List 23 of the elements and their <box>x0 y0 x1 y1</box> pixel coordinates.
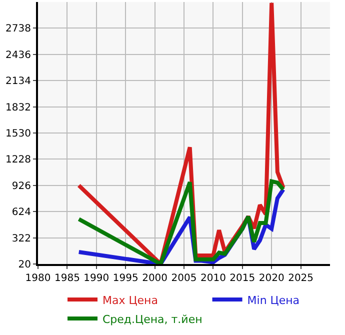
legend-label: Max Цена <box>102 294 158 307</box>
y-tick-label: 1530 <box>6 128 31 140</box>
x-tick-label: 2025 <box>288 273 314 284</box>
x-tick-label: 2010 <box>200 273 226 284</box>
y-tick-label: 1832 <box>6 102 31 114</box>
x-tick-label: 2005 <box>171 273 197 284</box>
y-tick-label: 322 <box>12 233 31 244</box>
y-tick-label: 20 <box>18 260 31 270</box>
x-tick-label: 2000 <box>142 273 168 284</box>
y-tick-label: 624 <box>12 207 31 218</box>
x-tick-label: 1985 <box>54 273 80 284</box>
x-tick-label: 1980 <box>25 273 51 284</box>
y-tick-label: 2134 <box>6 76 31 88</box>
x-tick-label: 2020 <box>258 273 284 284</box>
y-tick-label: 2738 <box>6 24 31 35</box>
y-tick-label: 1228 <box>6 154 31 166</box>
legend-label: Сред.Цена, т.йен <box>102 312 202 326</box>
x-tick-label: 1990 <box>84 273 110 284</box>
x-tick-label: 1995 <box>112 273 138 284</box>
x-tick-label: 2015 <box>230 273 256 284</box>
legend-label: Min Цена <box>247 294 300 307</box>
y-tick-label: 2436 <box>6 50 31 61</box>
y-tick-label: 926 <box>12 180 31 192</box>
